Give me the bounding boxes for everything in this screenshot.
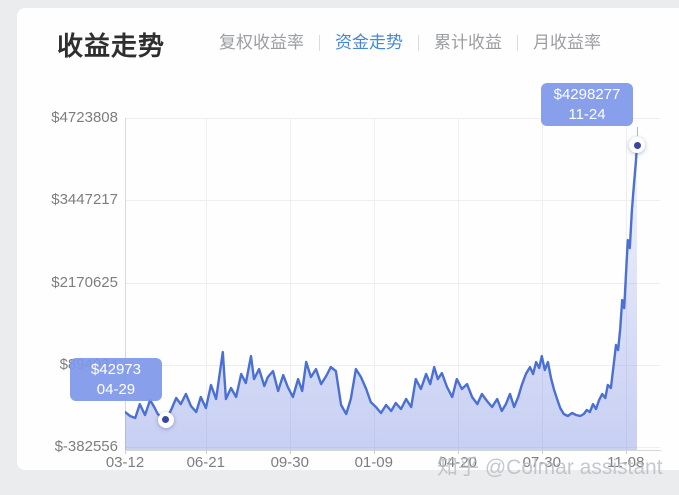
tab-divider <box>418 35 419 51</box>
h-gridline <box>125 200 660 202</box>
tooltip-value: $4298277 <box>553 86 621 104</box>
tooltip-connector <box>637 127 638 137</box>
min-point-marker <box>157 411 174 428</box>
latest-point-tooltip: $4298277 11-24 <box>541 83 633 127</box>
v-gridline <box>541 118 543 450</box>
x-axis-tick-label: 03-12 <box>105 454 145 471</box>
x-axis-tick-label: 11-08 <box>607 454 645 471</box>
x-axis-line <box>125 450 661 451</box>
h-gridline <box>125 364 660 366</box>
x-axis-tick <box>457 450 459 454</box>
tooltip-date: 11-24 <box>568 106 606 124</box>
v-gridline <box>205 118 207 450</box>
tab-bar: 复权收益率 资金走势 累计收益 月收益率 <box>204 33 616 53</box>
y-axis-tick-label: $3447217 <box>51 191 118 209</box>
x-axis-tick-label: 01-09 <box>354 454 393 471</box>
h-gridline <box>125 282 660 284</box>
x-axis-tick-label: 09-30 <box>270 454 309 471</box>
tab-divider <box>517 35 518 51</box>
capital-trend-area-chart[interactable] <box>125 118 661 450</box>
area-fill <box>125 145 637 450</box>
trend-line <box>125 144 639 421</box>
min-point-tooltip: $42973 04-29 <box>69 357 162 401</box>
v-gridline <box>289 118 291 450</box>
tooltip-value: $42973 <box>90 360 141 378</box>
tab-divider <box>319 35 320 51</box>
x-axis-tick <box>541 450 543 454</box>
h-gridline <box>125 118 660 119</box>
tab-capital-trend[interactable]: 资金走势 <box>335 33 403 52</box>
y-axis-tick-label: $-382556 <box>54 438 118 455</box>
tab-adjusted-return-rate[interactable]: 复权收益率 <box>219 33 304 52</box>
x-axis-tick <box>125 450 126 454</box>
x-axis-tick-label: 04-20 <box>438 454 477 471</box>
y-axis-tick-label: $4723808 <box>51 109 118 126</box>
tab-cumulative-profit[interactable]: 累计收益 <box>434 33 502 52</box>
y-axis-line <box>125 118 126 450</box>
x-axis-tick-label: 07-30 <box>522 454 561 471</box>
v-gridline <box>373 118 375 450</box>
x-axis-tick <box>625 450 627 454</box>
x-axis-tick <box>373 450 375 454</box>
x-axis-tick-label: 06-21 <box>186 454 225 471</box>
x-axis-tick <box>205 450 207 454</box>
tab-monthly-return-rate[interactable]: 月收益率 <box>533 33 601 52</box>
y-axis-tick-label: $2170625 <box>51 273 118 291</box>
latest-point-marker <box>629 137 645 154</box>
watermark: 知乎 @Colmar assistant <box>437 456 663 479</box>
v-gridline <box>457 118 459 450</box>
page-title: 收益走势 <box>57 31 166 61</box>
tooltip-date: 04-29 <box>96 380 136 398</box>
x-axis-tick <box>289 450 291 454</box>
